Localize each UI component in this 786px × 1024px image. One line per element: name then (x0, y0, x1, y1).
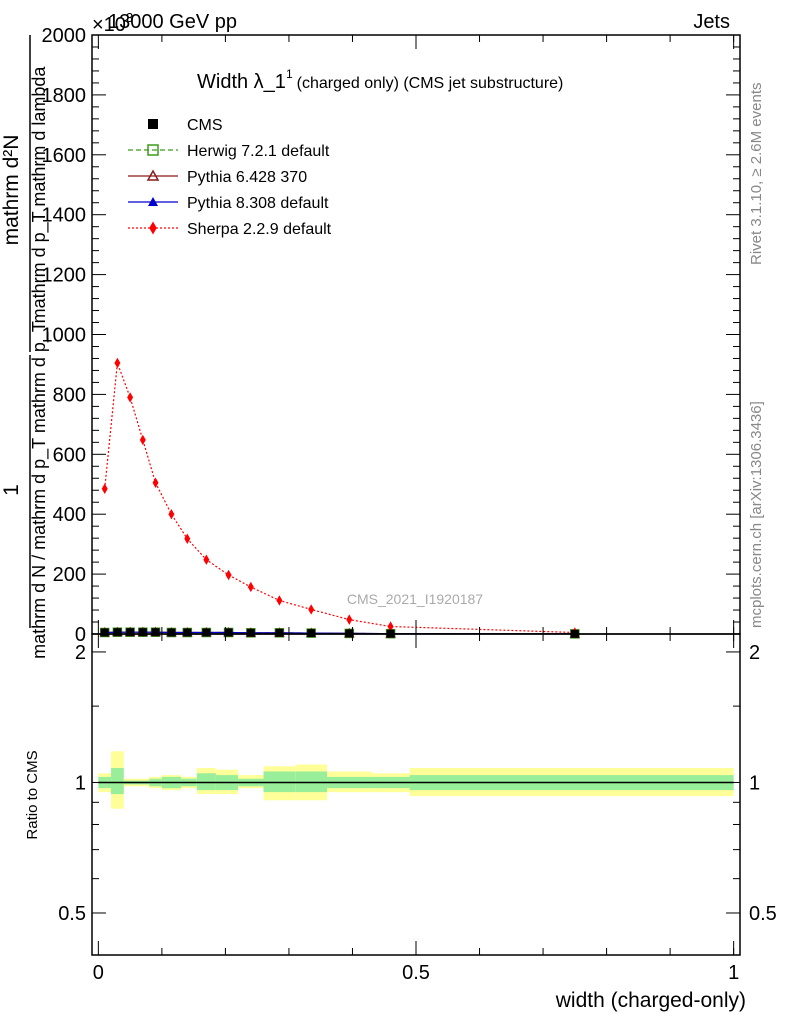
tick-labels: 0 200 400 600 800 1000 1200 1400 1600 1800 2000 0.5… (42, 25, 777, 984)
series-4-point (139, 434, 146, 446)
legend-marker (148, 119, 158, 129)
main-y-tick-label: 1000 (42, 325, 87, 347)
legend-marker (149, 221, 157, 235)
main-y-tick-label: 600 (53, 444, 86, 466)
x-tick-label: 0 (93, 962, 104, 984)
series-4-point (308, 604, 315, 615)
series-4-point (152, 477, 159, 488)
series-4-point (276, 595, 283, 606)
legend-entry: CMS (187, 117, 223, 134)
ratio-y-tick-label-left: 2 (75, 642, 86, 664)
series-4-point (346, 614, 353, 625)
legend-entry: Pythia 6.428 370 (187, 169, 307, 186)
ratio-y-label: Ratio to CMS (24, 750, 41, 839)
y-label-denominator-1: mathrm d N / mathrm d p_T mathrm d p_T (29, 321, 50, 659)
series-4-point (387, 621, 394, 632)
legend-marker (146, 169, 160, 181)
series-0-point (113, 628, 122, 637)
series-4-point (114, 357, 121, 369)
series-4-point (184, 533, 191, 544)
rivet-label: Rivet 3.1.10, ≥ 2.6M events (748, 83, 765, 266)
main-y-tick-label: 0 (75, 624, 86, 646)
series-line-4 (104, 362, 575, 634)
legend-marker (147, 144, 159, 156)
series-0-point (126, 628, 135, 637)
series-0-point (100, 628, 109, 637)
ratio-y-tick-label-left: 1 (75, 772, 86, 794)
plot-title: Width λ_11(charged only) (CMS jet substr… (197, 67, 563, 93)
ratio-y-tick-label-left: 0.5 (58, 903, 86, 925)
main-y-tick-label: 1800 (42, 85, 87, 107)
y-label-numerator-2: mathrm d²N (0, 135, 23, 246)
main-y-tick-label: 1400 (42, 205, 87, 227)
series-4-point (225, 569, 232, 581)
y-label-numerator-1: 1 (0, 484, 23, 496)
ratio-band-inner (196, 773, 216, 791)
ratio-y-tick-label-right: 0.5 (749, 903, 777, 925)
series-4-point (203, 554, 210, 565)
axes (91, 34, 741, 956)
ratio-y-tick-label-right: 2 (749, 642, 760, 664)
mcplots-label: mcplots.cern.ch [arXiv:1306.3436] (748, 401, 765, 628)
analysis-watermark: CMS_2021_I1920187 (347, 591, 483, 607)
ratio-uncertainty-bands (98, 751, 734, 809)
main-y-tick-label: 1200 (42, 265, 87, 287)
ratio-y-tick-label-right: 1 (749, 772, 760, 794)
legend-marker (148, 197, 158, 206)
series-4-point (101, 483, 108, 494)
series-0-point (275, 628, 284, 637)
y-label-denominator-2: mathrm d p_T mathrm d lambda (29, 66, 50, 324)
main-y-tick-label: 200 (53, 564, 86, 586)
series-0-point (307, 629, 316, 638)
x-tick-label: 1 (728, 962, 739, 984)
legend-entry: Sherpa 2.2.9 default (187, 221, 332, 238)
series-0-point (167, 628, 176, 637)
main-y-tick-label: 2000 (42, 25, 87, 47)
ratio-band-inner (111, 767, 124, 795)
main-y-tick-label: 1600 (42, 145, 87, 167)
series-4-point (247, 581, 254, 593)
main-y-label: 1 mathrm d N / mathrm d p_T mathrm d p_T… (0, 35, 50, 659)
x-tick-label: 0.5 (402, 962, 430, 984)
series-0-point (202, 628, 211, 637)
process-label: Jets (693, 11, 730, 33)
series-4-point (168, 509, 175, 520)
series-0-point (224, 628, 233, 637)
legend-entry: Pythia 8.308 default (187, 195, 329, 212)
series-4-point (127, 392, 134, 403)
main-y-tick-label: 800 (53, 384, 86, 406)
x-axis-label: width (charged-only) (555, 989, 746, 1012)
legend: CMS Herwig 7.2.1 default Pythia 6.428 370 P… (128, 117, 332, 238)
energy-label: 13000 GeV pp (108, 11, 237, 33)
main-plot-series (99, 357, 581, 639)
exponent-label: ×103 (92, 10, 133, 36)
series-0-point (183, 628, 192, 637)
series-0-point (246, 628, 255, 637)
series-0-point (151, 628, 160, 637)
series-0-point (138, 628, 147, 637)
legend-entry: Herwig 7.2.1 default (187, 143, 330, 160)
main-y-tick-label: 400 (53, 504, 86, 526)
